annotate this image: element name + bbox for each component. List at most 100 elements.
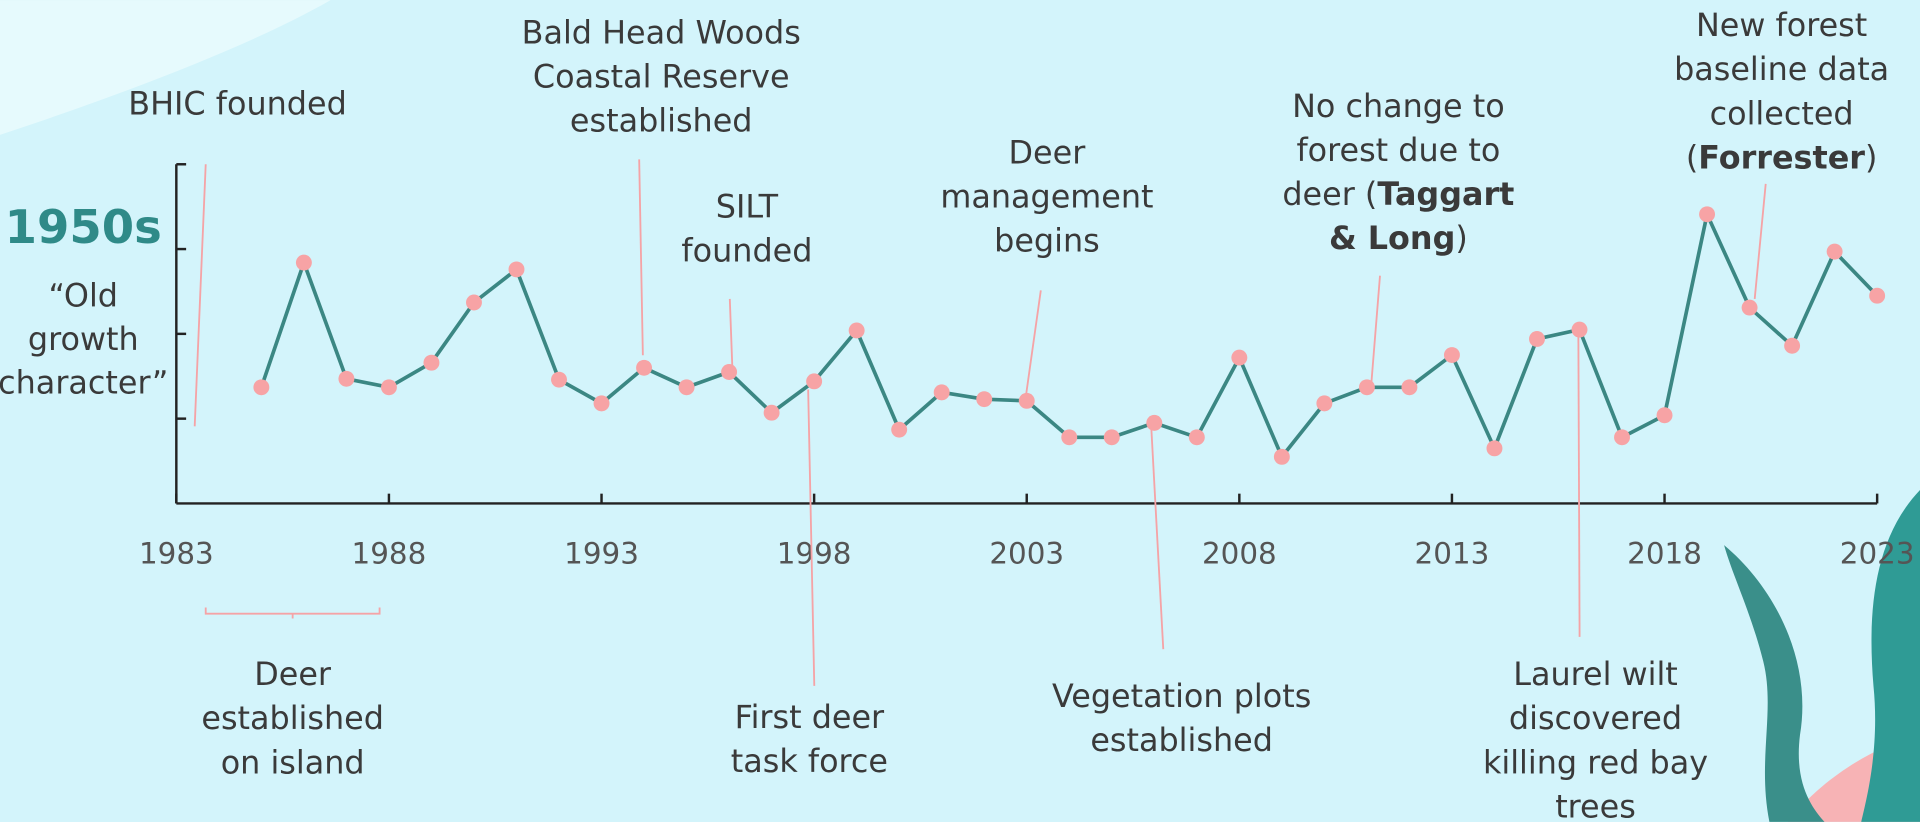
annotation-text: on island bbox=[221, 743, 365, 781]
annotation-line: No change to bbox=[1292, 87, 1505, 125]
annotation-line: BHIC founded bbox=[128, 84, 347, 122]
x-tick-label: 1988 bbox=[352, 536, 427, 570]
annotation-text: ( bbox=[1686, 138, 1698, 176]
data-point bbox=[1061, 429, 1078, 446]
annotation-text: Deer bbox=[1009, 133, 1087, 171]
annotation-line: killing red bay bbox=[1483, 743, 1708, 781]
annotation-text: collected bbox=[1710, 94, 1854, 132]
annotation-line: Bald Head Woods bbox=[522, 13, 801, 51]
annotation-text: discovered bbox=[1509, 699, 1682, 737]
annotation-line: task force bbox=[731, 742, 888, 780]
annotation-text: Vegetation plots bbox=[1052, 677, 1311, 715]
annotation-line: founded bbox=[681, 231, 812, 269]
data-point bbox=[1018, 392, 1035, 409]
data-point bbox=[1188, 429, 1205, 446]
annotation-text: killing red bay bbox=[1483, 743, 1708, 781]
pointer-line bbox=[193, 164, 207, 427]
annotation-text: Deer bbox=[254, 655, 332, 693]
annotation-citation: Taggart bbox=[1377, 175, 1514, 213]
annotation-line: deer (Taggart bbox=[1282, 175, 1514, 213]
background-blob bbox=[0, 0, 331, 135]
annotation-text: BHIC founded bbox=[128, 84, 347, 122]
annotation-line: Vegetation plots bbox=[1052, 677, 1311, 715]
annotation-text: baseline data bbox=[1674, 50, 1889, 88]
pointer-line bbox=[638, 159, 644, 356]
pointer-line bbox=[1370, 275, 1381, 383]
side-heading: 1950s bbox=[5, 200, 162, 254]
annotation-citation: Forrester bbox=[1698, 138, 1865, 176]
x-tick-label: 1983 bbox=[139, 536, 214, 570]
annotation-text: forest due to bbox=[1296, 131, 1500, 169]
data-point bbox=[1741, 299, 1758, 316]
decor-seaweed bbox=[1861, 489, 1920, 822]
annotation-text: First deer bbox=[735, 698, 885, 736]
data-point bbox=[1529, 330, 1545, 347]
annotation-line: Coastal Reserve bbox=[533, 58, 790, 96]
data-point bbox=[551, 371, 567, 388]
data-point bbox=[1656, 407, 1673, 424]
data-point bbox=[593, 395, 610, 412]
annotation-line: New forest bbox=[1696, 6, 1867, 44]
annotation-text: No change to bbox=[1292, 87, 1505, 125]
side-label-line: growth bbox=[28, 320, 139, 358]
annotation-line: discovered bbox=[1509, 699, 1682, 737]
side-label-line: character” bbox=[0, 364, 168, 402]
annotation-line: Laurel wilt bbox=[1513, 655, 1678, 693]
annotation-text: trees bbox=[1555, 787, 1636, 822]
data-point bbox=[1486, 440, 1503, 457]
data-point bbox=[848, 322, 865, 339]
data-point bbox=[933, 384, 950, 401]
annotation-line: established bbox=[570, 102, 753, 140]
data-point bbox=[423, 354, 440, 371]
pointer-line bbox=[807, 389, 816, 686]
annotation-line: Deer bbox=[254, 655, 332, 693]
x-tick-label: 2023 bbox=[1840, 536, 1915, 570]
annotation-line: begins bbox=[994, 222, 1100, 260]
annotation-line: management bbox=[940, 178, 1153, 216]
annotation-line: Deer bbox=[1009, 133, 1087, 171]
data-point bbox=[1869, 287, 1886, 304]
pointer-line bbox=[1150, 422, 1165, 650]
annotation-line: & Long) bbox=[1329, 219, 1468, 257]
annotation-line: baseline data bbox=[1674, 50, 1889, 88]
annotation-line: forest due to bbox=[1296, 131, 1500, 169]
pointer-line bbox=[1025, 290, 1042, 395]
annotation-line: established bbox=[201, 699, 384, 737]
side-label-line: “Old bbox=[49, 277, 118, 315]
data-point bbox=[1231, 349, 1248, 366]
data-point bbox=[763, 404, 780, 421]
annotation-line: established bbox=[1090, 721, 1273, 759]
data-point bbox=[1571, 321, 1588, 338]
annotation-line: trees bbox=[1555, 787, 1636, 822]
data-point bbox=[636, 359, 653, 376]
x-tick-label: 2013 bbox=[1415, 536, 1490, 570]
annotation-line: SILT bbox=[716, 187, 779, 225]
data-point bbox=[1443, 347, 1460, 364]
annotation-text: task force bbox=[731, 742, 888, 780]
data-point bbox=[806, 373, 823, 390]
annotation-text: established bbox=[1090, 721, 1273, 759]
annotation-text: SILT bbox=[716, 187, 779, 225]
data-point bbox=[338, 370, 355, 387]
annotation-line: collected bbox=[1710, 94, 1854, 132]
annotation-line: (Forrester) bbox=[1686, 138, 1878, 176]
annotation-citation: & Long bbox=[1329, 219, 1455, 257]
data-point bbox=[678, 379, 695, 396]
data-point bbox=[295, 254, 312, 271]
x-tick-label: 2008 bbox=[1202, 536, 1277, 570]
x-tick-label: 2003 bbox=[989, 536, 1064, 570]
data-point bbox=[891, 421, 908, 438]
x-tick-label: 1998 bbox=[777, 536, 852, 570]
data-point bbox=[1699, 206, 1716, 223]
annotation-text: ) bbox=[1455, 219, 1467, 257]
annotation-text: deer ( bbox=[1282, 175, 1377, 213]
pointer-line bbox=[1577, 333, 1581, 637]
annotation-text: established bbox=[570, 102, 753, 140]
annotation-text: established bbox=[201, 699, 384, 737]
data-point bbox=[1401, 379, 1418, 396]
pointer-line bbox=[1753, 183, 1767, 300]
x-tick-label: 2018 bbox=[1627, 536, 1702, 570]
annotation-text: Laurel wilt bbox=[1513, 655, 1678, 693]
